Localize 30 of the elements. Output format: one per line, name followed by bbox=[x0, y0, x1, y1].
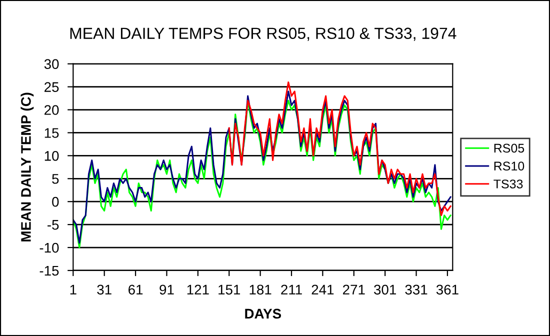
x-tick-label: 61 bbox=[128, 284, 143, 295]
y-tick-label: 5 bbox=[52, 174, 59, 184]
y-tick-label: -5 bbox=[48, 220, 59, 230]
x-tick-label: 361 bbox=[436, 284, 458, 295]
x-tick-label: 121 bbox=[187, 284, 209, 294]
y-tick-label: 15 bbox=[44, 128, 59, 138]
y-tick-label: 25 bbox=[44, 82, 59, 92]
legend-label: TS33 bbox=[494, 180, 523, 188]
x-tick-label: 331 bbox=[405, 284, 428, 295]
y-tick-label: 0 bbox=[52, 196, 59, 207]
x-tick-label: 271 bbox=[342, 284, 365, 294]
y-tick-label: -15 bbox=[40, 266, 59, 276]
x-tick-label: 181 bbox=[250, 284, 272, 295]
x-tick-label: 31 bbox=[97, 284, 112, 295]
legend-label: RS05 bbox=[494, 144, 524, 153]
y-tick-label: -10 bbox=[40, 242, 59, 253]
y-axis-title: MEAN DAILY TEMP (C) bbox=[20, 92, 34, 242]
x-tick-label: 91 bbox=[160, 284, 174, 295]
y-tick-label: 10 bbox=[44, 151, 59, 161]
line-series bbox=[228, 81, 452, 216]
x-tick-label: 1 bbox=[70, 284, 76, 294]
y-tick-label: 30 bbox=[44, 59, 59, 70]
x-tick-label: 211 bbox=[281, 284, 302, 294]
x-tick-label: 301 bbox=[374, 284, 396, 295]
x-tick-label: 241 bbox=[312, 284, 334, 294]
legend-label: RS10 bbox=[494, 162, 524, 171]
x-tick-label: 151 bbox=[218, 284, 240, 295]
chart-title: MEAN DAILY TEMPS FOR RS05, RS10 & TS33, 1974 bbox=[70, 28, 456, 41]
x-axis-title: DAYS bbox=[245, 308, 282, 319]
y-tick-label: 20 bbox=[44, 105, 59, 115]
